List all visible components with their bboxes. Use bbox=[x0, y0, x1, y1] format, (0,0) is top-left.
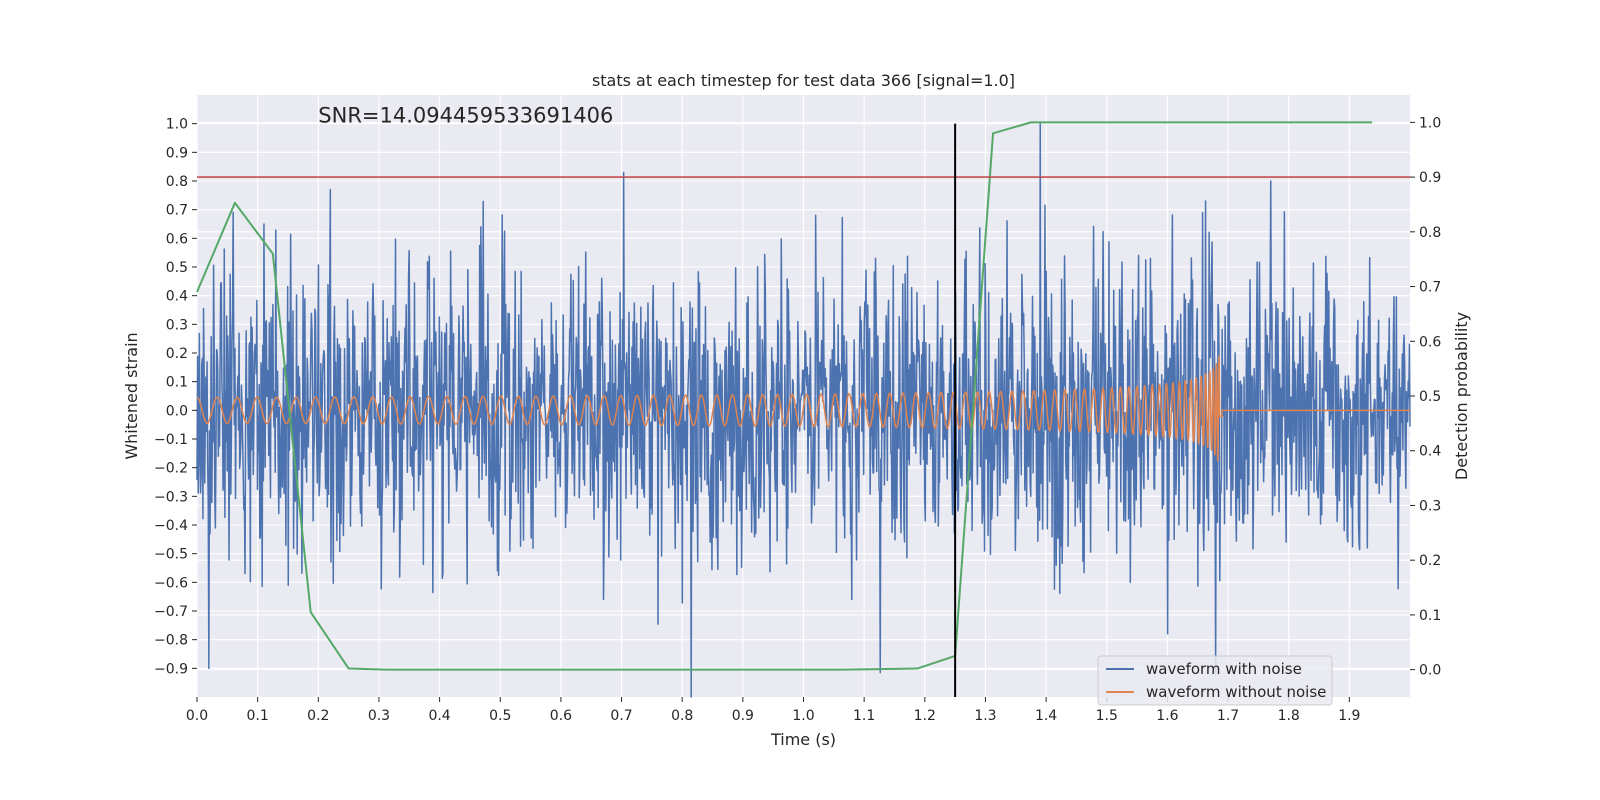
x-tick-label: 1.2 bbox=[914, 708, 936, 724]
y2-tick-label: 0.4 bbox=[1419, 444, 1441, 460]
y-tick-label: 0.2 bbox=[166, 346, 188, 362]
y-tick-label: 0.6 bbox=[166, 231, 188, 247]
y-tick-label: −0.3 bbox=[154, 489, 188, 505]
x-tick-label: 1.3 bbox=[974, 708, 996, 724]
x-tick-label: 1.9 bbox=[1338, 708, 1360, 724]
x-tick-label: 0.1 bbox=[247, 708, 269, 724]
x-axis-title: Time (s) bbox=[770, 730, 836, 749]
y-tick-label: −0.9 bbox=[154, 661, 188, 677]
y-tick-label: 0.3 bbox=[166, 317, 188, 333]
y2-tick-label: 0.8 bbox=[1419, 225, 1441, 241]
x-tick-label: 0.0 bbox=[186, 708, 208, 724]
x-tick-label: 1.1 bbox=[853, 708, 875, 724]
y2-tick-label: 0.6 bbox=[1419, 334, 1441, 350]
y-tick-label: 0.8 bbox=[166, 174, 188, 190]
y-tick-label: 0.0 bbox=[166, 403, 188, 419]
y2-tick-label: 0.3 bbox=[1419, 498, 1441, 514]
y2-tick-label: 1.0 bbox=[1419, 115, 1441, 131]
x-tick-label: 1.4 bbox=[1035, 708, 1057, 724]
x-tick-label: 1.8 bbox=[1278, 708, 1300, 724]
chart-title: stats at each timestep for test data 366… bbox=[592, 71, 1015, 90]
y-tick-label: 0.7 bbox=[166, 203, 188, 219]
x-tick-label: 0.9 bbox=[732, 708, 754, 724]
y2-tick-label: 0.1 bbox=[1419, 608, 1441, 624]
y2-tick-label: 0.0 bbox=[1419, 663, 1441, 679]
y2-tick-label: 0.7 bbox=[1419, 280, 1441, 296]
series-line-waveform-without-noise bbox=[196, 355, 1411, 462]
legend-label-noise: waveform with noise bbox=[1146, 660, 1302, 678]
y-tick-label: 0.4 bbox=[166, 289, 188, 305]
snr-annotation: SNR=14.094459533691406 bbox=[318, 104, 613, 128]
y-tick-label: −0.4 bbox=[154, 518, 188, 534]
x-tick-label: 1.5 bbox=[1096, 708, 1118, 724]
x-tick-label: 0.7 bbox=[610, 708, 632, 724]
y2-tick-label: 0.2 bbox=[1419, 553, 1441, 569]
x-tick-label: 1.7 bbox=[1217, 708, 1239, 724]
y2-axis-title: Detection probability bbox=[1452, 312, 1471, 480]
y-tick-label: −0.7 bbox=[154, 604, 188, 620]
y-axis-title: Whitened strain bbox=[122, 332, 141, 459]
series-line-detection-probability bbox=[196, 121, 1373, 671]
x-tick-label: 1.0 bbox=[792, 708, 814, 724]
x-tick-label: 0.8 bbox=[671, 708, 693, 724]
y-tick-label: 0.5 bbox=[166, 260, 188, 276]
y-tick-label: 1.0 bbox=[166, 117, 188, 133]
x-tick-label: 1.6 bbox=[1156, 708, 1178, 724]
y-tick-label: 0.9 bbox=[166, 145, 188, 161]
tick-labels: 0.0 0.1 0.2 0.3 0.4 0.5 0.6 0.7 0.8 0.9 1.0 1.1 1.2 1… bbox=[154, 115, 1441, 724]
x-tick-label: 0.4 bbox=[428, 708, 450, 724]
x-tick-label: 0.6 bbox=[550, 708, 572, 724]
y-tick-label: −0.1 bbox=[154, 432, 188, 448]
y2-tick-label: 0.9 bbox=[1419, 170, 1441, 186]
y-tick-label: 0.1 bbox=[166, 375, 188, 391]
legend: waveform with noise waveform without noi… bbox=[1097, 655, 1333, 706]
x-tick-label: 0.3 bbox=[368, 708, 390, 724]
y-tick-label: −0.5 bbox=[154, 547, 188, 563]
legend-box bbox=[1097, 655, 1333, 706]
legend-label-clean: waveform without noise bbox=[1146, 683, 1326, 701]
y-tick-label: −0.6 bbox=[154, 575, 188, 591]
x-tick-label: 0.5 bbox=[489, 708, 511, 724]
y2-tick-label: 0.5 bbox=[1419, 389, 1441, 405]
x-tick-label: 0.2 bbox=[307, 708, 329, 724]
y-tick-label: −0.8 bbox=[154, 633, 188, 649]
series-layer bbox=[196, 121, 1411, 698]
reference-lines bbox=[197, 123, 1410, 697]
y-tick-label: −0.2 bbox=[154, 461, 188, 477]
